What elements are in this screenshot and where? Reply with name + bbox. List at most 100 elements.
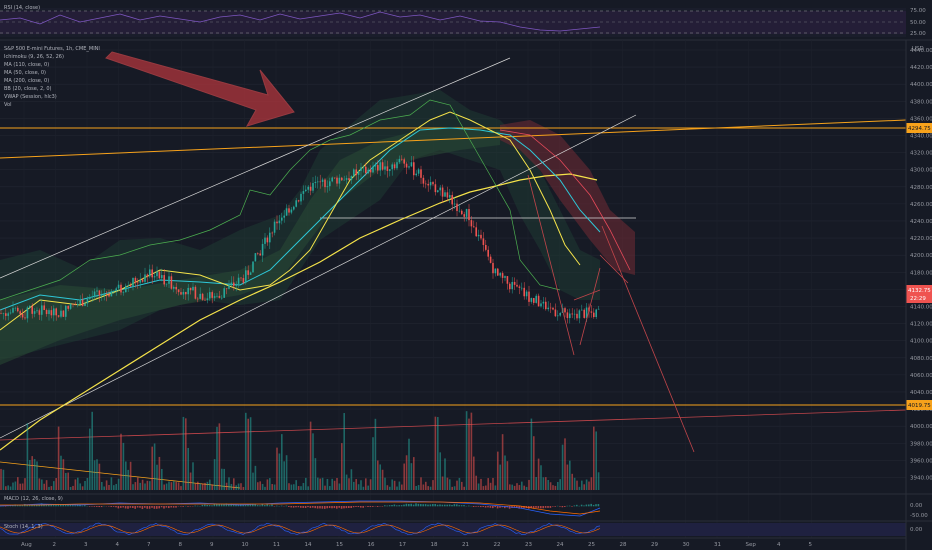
macd-bar — [223, 504, 225, 507]
macd-bar — [268, 505, 271, 507]
candle-body — [117, 284, 120, 289]
candle-body — [324, 179, 326, 188]
volume-bar — [72, 485, 74, 490]
candle-body — [86, 298, 89, 304]
macd-bar — [290, 506, 292, 508]
volume-bar — [45, 480, 48, 490]
volume-bar — [540, 465, 542, 490]
candle-body — [559, 312, 561, 316]
candle-body — [5, 313, 7, 316]
macd-bar — [422, 504, 424, 507]
volume-bar — [350, 469, 353, 490]
candle-body — [525, 291, 528, 297]
volume-bar — [489, 482, 492, 490]
candle-body — [115, 288, 117, 291]
macd-bar — [31, 505, 33, 507]
macd-bar — [410, 503, 412, 507]
volume-bar — [449, 479, 451, 490]
candle-body — [276, 221, 278, 224]
time-axis[interactable]: Aug 2 3 4 7 8 9 10 11 14 15 16 17 18 21 22 23 24 25 28 29 30 3… — [21, 542, 813, 548]
macd-bar — [266, 504, 268, 507]
x-tick-label: 31 — [714, 542, 721, 548]
y-tick-label: 4400.00 — [910, 82, 932, 88]
macd-bar — [28, 504, 31, 507]
macd-bar — [460, 505, 463, 507]
volume-bar — [293, 484, 295, 490]
volume-bar — [206, 481, 209, 490]
macd-bar — [129, 506, 132, 508]
candle-body — [41, 305, 43, 315]
candle-body — [125, 285, 127, 293]
volume-bar — [235, 485, 237, 490]
candle-body — [192, 286, 194, 291]
candle-body — [374, 165, 377, 167]
macd-bar — [331, 506, 333, 509]
price-tag-current: 4132.75 — [908, 288, 931, 294]
candle-body — [497, 268, 499, 276]
macd-bar — [213, 504, 216, 507]
volume-bar — [360, 480, 362, 490]
macd-bar — [484, 506, 487, 508]
macd-bar — [120, 506, 122, 508]
candle-body — [329, 181, 331, 187]
volume-bar — [17, 477, 19, 490]
macd-bar — [544, 506, 547, 508]
candle-body — [0, 313, 2, 314]
macd-bar — [412, 504, 415, 507]
macd-bar — [499, 506, 501, 508]
y-tick-label: 4380.00 — [910, 99, 932, 105]
candle-body — [187, 287, 189, 295]
price-tag-4294: 4294.75 — [908, 126, 931, 132]
macd-bar — [463, 505, 465, 507]
macd-bar — [4, 506, 7, 507]
macd-bar — [165, 506, 168, 508]
macd-bar — [139, 506, 141, 508]
x-tick-label: 17 — [399, 542, 406, 548]
ma-200-yellow — [0, 173, 598, 451]
candle-body — [300, 193, 302, 202]
volume-bar — [209, 479, 211, 490]
volume-bar — [204, 482, 206, 490]
candle-body — [233, 282, 235, 286]
macd-bar — [573, 505, 576, 507]
price-tag-4019-bg — [906, 400, 932, 410]
candle-body — [14, 307, 17, 309]
volume-bar — [86, 477, 89, 490]
macd-bar — [218, 504, 220, 507]
candle-body — [182, 291, 185, 295]
candle-body — [249, 272, 252, 275]
volume-bar — [408, 438, 410, 490]
volume-bar — [117, 478, 120, 490]
candle-body — [473, 226, 475, 228]
macd-bar — [69, 504, 72, 507]
macd-bar — [158, 506, 160, 509]
volume-bar — [146, 480, 149, 490]
candle-body — [511, 281, 513, 290]
volume-bar — [228, 477, 230, 490]
macd-bar — [348, 506, 350, 509]
macd-bar — [247, 504, 249, 507]
candle-body — [499, 273, 501, 276]
candle-body — [19, 311, 21, 314]
volume-bar — [333, 480, 336, 490]
volume-bar — [379, 464, 381, 490]
macd-bar — [405, 503, 408, 507]
candle-body — [569, 313, 571, 319]
candle-body — [420, 169, 422, 178]
volume-bar — [384, 477, 386, 490]
candle-body — [314, 181, 317, 184]
candle-body — [537, 295, 540, 307]
candle-body — [456, 203, 458, 212]
macd-bar — [93, 506, 96, 507]
candle-body — [305, 189, 307, 192]
volume-bar — [583, 484, 585, 490]
candle-body — [441, 187, 444, 197]
volume-bar — [62, 459, 65, 490]
volume-bar — [501, 434, 504, 490]
volume-bar — [307, 486, 309, 490]
volume-bar — [463, 486, 465, 490]
volume-bar — [576, 480, 578, 490]
candle-body — [453, 203, 456, 205]
candle-body — [444, 192, 446, 197]
